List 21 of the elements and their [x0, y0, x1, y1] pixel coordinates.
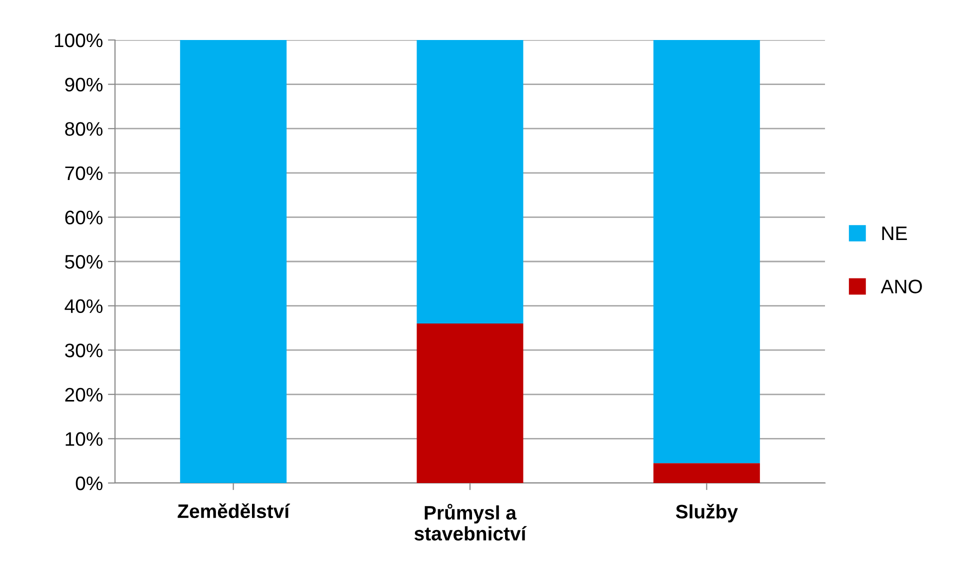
y-tick-label: 30% [65, 344, 103, 358]
legend-label: NE [882, 226, 907, 240]
y-tick-label: 40% [64, 299, 103, 314]
x-tick-label: Služby [676, 504, 738, 522]
y-tick-label: 60% [65, 210, 103, 224]
bar [653, 463, 760, 483]
bar [416, 324, 524, 483]
y-tick-label: 70% [65, 166, 103, 180]
y-tick-label: 0% [76, 476, 103, 490]
y-tick-label: 50% [65, 254, 103, 269]
y-tick-label: 10% [66, 432, 103, 446]
bar [416, 40, 524, 324]
x-tick-label: Průmysl a stavebnictví [414, 504, 527, 541]
legend-label: ANO [880, 280, 922, 294]
x-tick-label: Zemědělství [178, 503, 290, 518]
bar [653, 40, 760, 464]
y-tick-label: 80% [65, 122, 103, 136]
bar [180, 40, 287, 483]
y-tick-label: 20% [65, 388, 103, 402]
y-tick-label: 100% [54, 33, 103, 48]
y-tick-label: 90% [65, 78, 103, 92]
